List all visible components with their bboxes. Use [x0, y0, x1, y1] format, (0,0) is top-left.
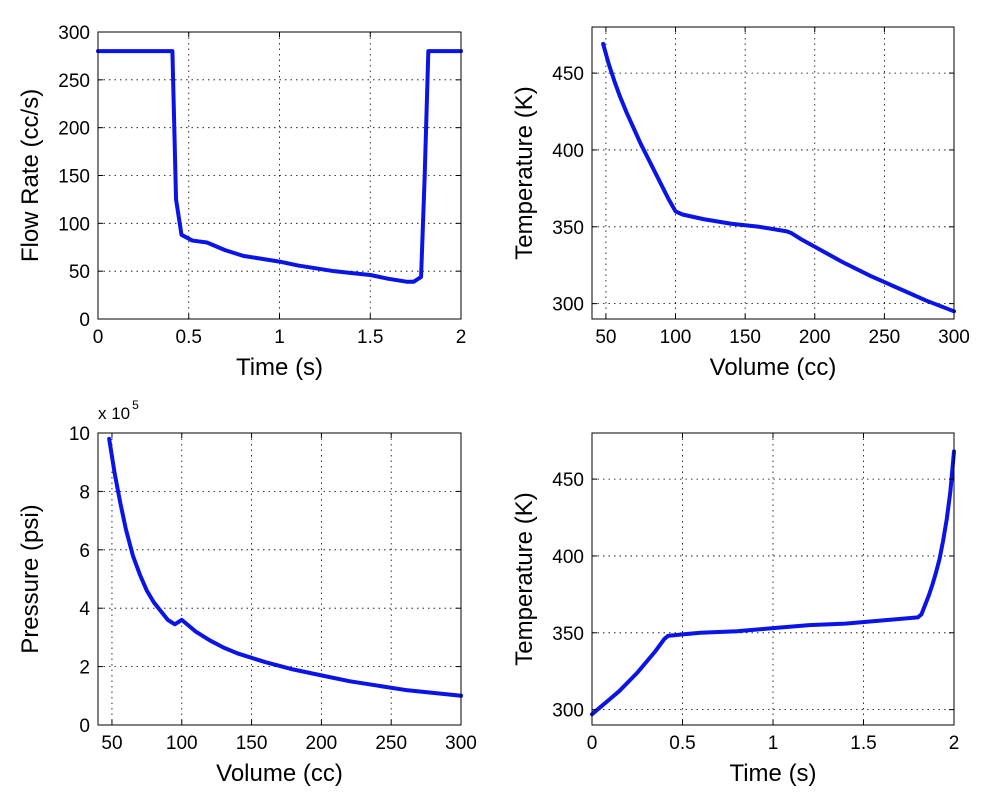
x-axis-label: Time (s) — [236, 354, 323, 381]
x-tick-label: 1.5 — [357, 327, 383, 348]
x-tick-label: 0.5 — [176, 327, 202, 348]
x-tick-label: 300 — [938, 327, 970, 348]
temperature-vs-volume-chart: 50 100 150 200 250 300 300 350 400 450 Volume (cc)… — [511, 26, 970, 381]
y-tick-label: 300 — [552, 295, 584, 316]
temperature-vs-time-chart: 0 0.5 1 1.5 2 300 350 400 450 Time (s) Temperature… — [511, 432, 960, 787]
y-tick-label: 300 — [58, 23, 90, 44]
x-tick-label: 250 — [869, 327, 901, 348]
y-axis-label: Pressure (psi) — [17, 504, 44, 653]
x-tick-label: 2 — [456, 327, 467, 348]
y-axis-label: Flow Rate (cc/s) — [17, 89, 44, 262]
y-tick-label: 8 — [79, 482, 90, 503]
x-tick-label: 100 — [660, 327, 692, 348]
y-tick-label: 150 — [58, 167, 90, 188]
y-tick-label: 4 — [79, 599, 90, 620]
plot-area — [592, 27, 954, 319]
x-tick-label: 300 — [445, 733, 477, 754]
x-tick-label: 1 — [274, 327, 285, 348]
y-tick-label: 0 — [79, 716, 90, 737]
y-tick-label: 400 — [552, 547, 584, 568]
x-tick-label: 150 — [236, 733, 268, 754]
y-tick-label: 350 — [552, 624, 584, 645]
y-tick-label: 200 — [58, 119, 90, 140]
y-tick-label: 250 — [58, 71, 90, 92]
y-tick-label: 50 — [69, 262, 90, 283]
pressure-vs-volume-chart: 50 100 150 200 250 300 0 2 4 6 8 10 Volume (cc) Press… — [17, 398, 477, 787]
x-tick-label: 1 — [768, 733, 779, 754]
series-line — [601, 41, 956, 314]
series-line — [96, 49, 463, 284]
series-line — [107, 436, 463, 698]
x-tick-label: 0.5 — [669, 733, 695, 754]
x-tick-label: 150 — [729, 327, 761, 348]
x-tick-label: 0 — [93, 327, 104, 348]
x-tick-label: 50 — [101, 733, 122, 754]
y-tick-label: 10 — [69, 424, 90, 445]
x-tick-label: 250 — [375, 733, 407, 754]
y-tick-label: 0 — [79, 310, 90, 331]
x-tick-label: 50 — [595, 327, 616, 348]
axes-frame — [97, 432, 462, 726]
y-tick-label: 450 — [552, 64, 584, 85]
y-tick-label: 300 — [552, 701, 584, 722]
x-axis-label: Volume (cc) — [710, 354, 837, 381]
y-axis-label: Temperature (K) — [511, 492, 538, 665]
y-tick-label: 6 — [79, 541, 90, 562]
y-exponent-label: x 10 — [98, 404, 130, 423]
y-axis-label: Temperature (K) — [511, 86, 538, 259]
y-tick-label: 350 — [552, 218, 584, 239]
x-tick-label: 0 — [587, 733, 598, 754]
series-line — [590, 449, 956, 717]
plot-area — [98, 433, 461, 725]
x-axis-label: Volume (cc) — [216, 760, 343, 787]
axes-frame — [591, 26, 955, 320]
flow-rate-vs-time-chart: 0 0.5 1 1.5 2 0 50 100 150 200 250 300 Time (s) Flow … — [17, 23, 466, 381]
x-axis-label: Time (s) — [729, 760, 816, 787]
x-tick-label: 2 — [949, 733, 960, 754]
y-tick-label: 100 — [58, 214, 90, 235]
x-tick-label: 200 — [306, 733, 338, 754]
y-tick-label: 2 — [79, 658, 90, 679]
x-tick-label: 100 — [166, 733, 198, 754]
y-exponent-power: 5 — [132, 398, 139, 412]
x-tick-label: 1.5 — [850, 733, 876, 754]
x-tick-label: 200 — [799, 327, 831, 348]
y-tick-label: 450 — [552, 470, 584, 491]
y-tick-label: 400 — [552, 141, 584, 162]
